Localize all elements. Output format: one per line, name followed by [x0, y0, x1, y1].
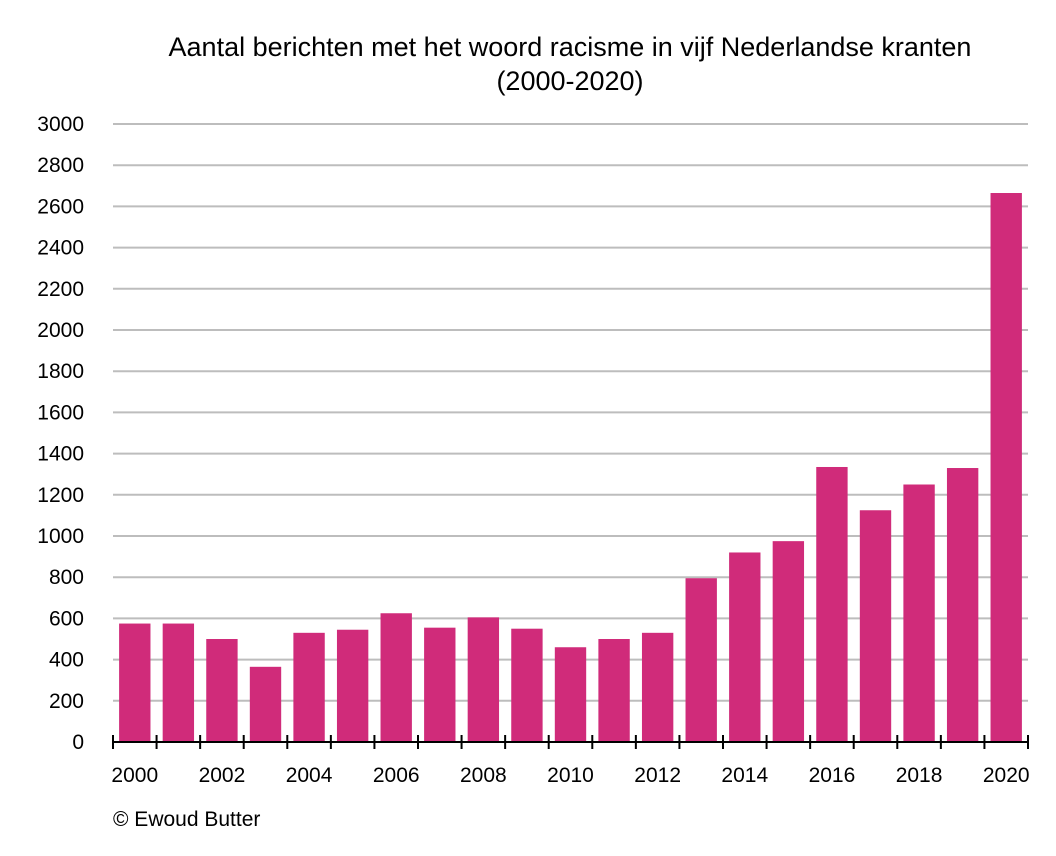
y-tick-label: 2800 [37, 154, 84, 177]
x-tick-label: 2014 [721, 764, 768, 787]
y-tick-label: 200 [49, 690, 84, 713]
y-tick-label: 3000 [37, 113, 84, 136]
y-axis-tick-labels: 0 200 400 600 800 1000 1200 1400 1600 1800 2000 220… [37, 113, 84, 754]
x-tick-label: 2018 [896, 764, 943, 787]
bar-2011 [598, 639, 630, 742]
y-tick-label: 600 [49, 607, 84, 630]
bar-2010 [554, 647, 587, 742]
y-tick-label: 1800 [37, 360, 84, 383]
bar-2002 [206, 639, 238, 742]
x-tick-label: 2004 [286, 764, 333, 787]
bar-2001 [162, 623, 195, 742]
credit-text: © Ewoud Butter [113, 808, 260, 831]
x-tick-label: 2016 [809, 764, 856, 787]
bar-2008 [467, 617, 500, 742]
x-tick-label: 2012 [634, 764, 681, 787]
bar-2000 [119, 623, 151, 742]
bar-2004 [293, 632, 325, 742]
bar-2015 [772, 541, 805, 742]
bar-2012 [641, 632, 674, 742]
x-tick-label: 2002 [199, 764, 246, 787]
x-axis [112, 735, 1029, 749]
gridlines [113, 123, 1028, 702]
y-tick-label: 2000 [37, 319, 84, 342]
bar-2014 [729, 552, 761, 742]
x-tick-label: 2010 [547, 764, 594, 787]
y-tick-label: 2400 [37, 237, 84, 260]
x-tick-label: 2006 [373, 764, 420, 787]
x-axis-tick-labels: 2000 2002 2004 2006 2008 2010 2012 2014 2016 2018… [111, 764, 1029, 787]
bar-2017 [859, 510, 892, 742]
bar-2019 [946, 468, 979, 742]
bars [119, 193, 1022, 742]
bar-2020 [990, 193, 1022, 742]
x-tick-label: 2000 [111, 764, 158, 787]
bar-2018 [903, 484, 935, 742]
bar-2013 [685, 578, 717, 742]
y-tick-label: 0 [72, 731, 84, 754]
bar-2005 [336, 629, 369, 742]
chart-title-line-2: (2000-2020) [496, 66, 643, 96]
y-tick-label: 1400 [37, 443, 84, 466]
y-tick-label: 1200 [37, 484, 84, 507]
bar-2003 [249, 666, 282, 742]
bar-2009 [511, 628, 543, 742]
x-tick-label: 2008 [460, 764, 507, 787]
chart-title-line-1: Aantal berichten met het woord racisme i… [169, 32, 972, 62]
y-tick-label: 1600 [37, 401, 84, 424]
y-tick-label: 2600 [37, 195, 84, 218]
y-tick-label: 2200 [37, 278, 84, 301]
bar-2006 [380, 613, 412, 742]
y-tick-label: 1000 [37, 525, 84, 548]
bar-2016 [816, 466, 848, 742]
y-tick-label: 400 [49, 649, 84, 672]
y-tick-label: 800 [49, 566, 84, 589]
x-tick-label: 2020 [983, 764, 1030, 787]
bar-2007 [424, 627, 456, 742]
